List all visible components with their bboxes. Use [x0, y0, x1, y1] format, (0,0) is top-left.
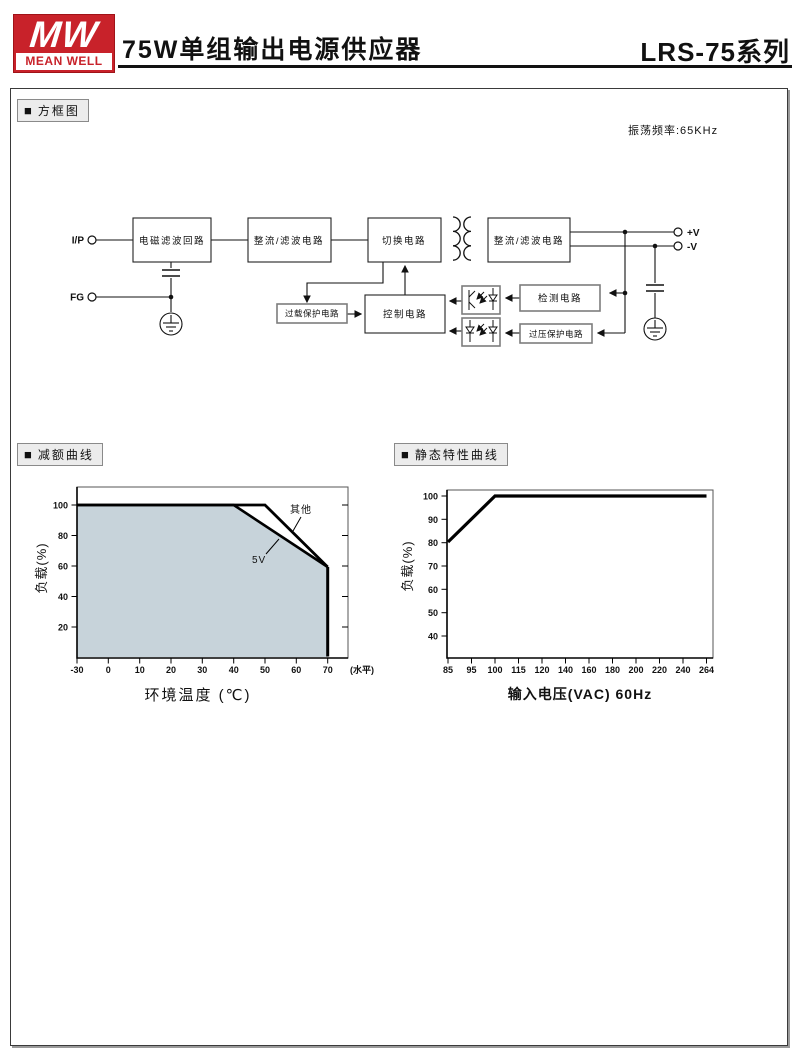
annotation-5v: 5V [252, 555, 266, 566]
section-header-block-diagram: ■ 方框图 [17, 99, 89, 122]
section-label: 静态特性曲线 [414, 448, 499, 462]
terminal-label-fg: FG [70, 293, 84, 304]
block-label-detection: 检测电路 [538, 293, 582, 305]
logo-mw-text: MW [27, 13, 101, 55]
diagram-wires [96, 231, 674, 337]
y-tick-label: 40 [428, 632, 438, 642]
x-tick-label: 100 [487, 665, 502, 675]
block-label-rectifier2: 整流/滤波电路 [494, 235, 564, 247]
y-tick-label: 60 [428, 585, 438, 595]
x-axis-title: 输入电压(VAC) 60Hz [508, 686, 652, 702]
square-bullet-icon: ■ [24, 447, 32, 462]
x-tick-label: 220 [652, 665, 667, 675]
block-label-overload: 过载保护电路 [285, 309, 339, 319]
annotation-pointer [265, 538, 280, 555]
plot-axes [446, 490, 713, 659]
x-tick-label: 115 [511, 665, 526, 675]
annotation-pointer [292, 516, 302, 532]
x-tick-label: 120 [534, 665, 549, 675]
x-tick-label: 160 [581, 665, 596, 675]
y-tick-label: 40 [58, 592, 68, 602]
static-characteristic-chart: 100 90 80 70 60 50 40 85 95 100 115 120 … [400, 489, 714, 702]
capacitor-symbols [162, 269, 664, 292]
y-tick-label: 70 [428, 562, 438, 572]
series-title: LRS-75系列 [640, 37, 790, 67]
block-label-control: 控制电路 [383, 309, 427, 321]
x-tick-label: 40 [229, 665, 239, 675]
block-label-overvoltage: 过压保护电路 [529, 329, 583, 339]
terminal-label-vplus: +V [687, 228, 700, 239]
optocoupler-icon [468, 288, 498, 310]
oscillation-frequency-note: 振荡频率:65KHz [628, 125, 719, 137]
x-tick-label: 0 [106, 665, 111, 675]
transformer-icon [452, 216, 472, 261]
block-diagram: I/P FG +V -V [70, 216, 700, 347]
section-label: 减额曲线 [37, 448, 94, 462]
section-header-static-curve: ■ 静态特性曲线 [394, 443, 508, 466]
x-tick-label: 10 [135, 665, 145, 675]
x-tick-label: 50 [260, 665, 270, 675]
x-tick-label: 70 [323, 665, 333, 675]
square-bullet-icon: ■ [401, 447, 409, 462]
y-tick-label: 100 [423, 492, 438, 502]
x-tick-label: -30 [70, 665, 83, 675]
derating-chart: 100 80 60 40 20 -30 0 10 20 30 40 50 60 … [34, 486, 374, 704]
y-tick-label: 80 [58, 531, 68, 541]
square-bullet-icon: ■ [24, 103, 32, 118]
y-tick-label: 60 [58, 562, 68, 572]
y-tick-label: 80 [428, 538, 438, 548]
aux-block-rects [276, 284, 601, 347]
earth-ground-icon [159, 312, 667, 341]
load-curve [446, 494, 707, 544]
y-tick-label: 20 [58, 623, 68, 633]
optocoupler-icon [465, 320, 498, 342]
curve-5v [77, 503, 329, 569]
block-label-rectifier1: 整流/滤波电路 [254, 235, 324, 247]
x-ticks [447, 658, 707, 664]
x-ticks [76, 658, 329, 664]
section-header-derating: ■ 减额曲线 [17, 443, 103, 466]
x-tick-label: 20 [166, 665, 176, 675]
section-label: 方框图 [37, 104, 80, 118]
y-ticks [441, 495, 447, 637]
y-tick-label: 100 [53, 501, 68, 511]
x-axis-suffix: (水平) [350, 664, 374, 675]
x-tick-label: 264 [699, 665, 714, 675]
plot-frame [446, 489, 714, 659]
meanwell-logo: MW MEAN WELL [13, 14, 115, 73]
y-axis-title: 负载(%) [400, 540, 415, 591]
x-tick-label: 140 [558, 665, 573, 675]
x-tick-label: 60 [291, 665, 301, 675]
derating-fill-area [77, 505, 328, 657]
annotation-others: 其他 [290, 503, 312, 516]
terminal-label-vminus: -V [687, 242, 697, 253]
block-label-emi: 电磁滤波回路 [139, 235, 205, 247]
x-tick-label: 240 [675, 665, 690, 675]
junction-dots [168, 229, 658, 300]
page-title: 75W单组输出电源供应器 [122, 36, 423, 64]
terminal-circles [87, 227, 683, 302]
logo-brand-text: MEAN WELL [16, 53, 112, 70]
x-tick-label: 180 [605, 665, 620, 675]
y-ticks [71, 504, 348, 628]
y-axis-title: 负载(%) [34, 542, 49, 593]
block-label-switching: 切换电路 [382, 235, 426, 247]
block-rects [132, 217, 571, 334]
x-tick-label: 30 [197, 665, 207, 675]
y-tick-label: 50 [428, 608, 438, 618]
terminal-label-ip: I/P [72, 236, 85, 247]
x-tick-label: 95 [466, 665, 476, 675]
x-tick-label: 200 [628, 665, 643, 675]
y-tick-label: 90 [428, 515, 438, 525]
x-tick-label: 85 [443, 665, 453, 675]
title-underline [118, 65, 792, 68]
x-axis-title: 环境温度 (℃) [144, 686, 251, 704]
